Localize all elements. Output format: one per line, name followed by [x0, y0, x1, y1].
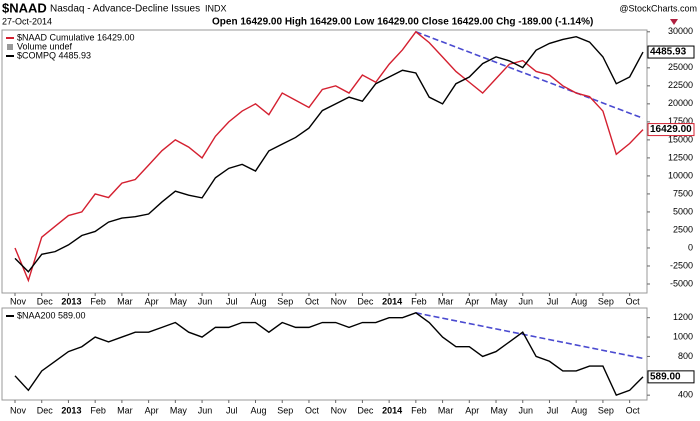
x-tick-label: Dec: [357, 296, 374, 306]
x-tick-label: Aug: [251, 296, 267, 306]
x-tick-label: Mar: [117, 405, 133, 415]
y-tick-label: 0: [688, 242, 693, 252]
last-value-box: [647, 370, 695, 384]
x-tick-label: Mar: [438, 296, 454, 306]
x-tick-label: Jul: [547, 405, 559, 415]
x-tick-label: 2014: [382, 405, 402, 415]
last-value-box: [647, 123, 695, 137]
x-tick-label: 2013: [61, 296, 81, 306]
legend-label: $NAAD Cumulative 16429.00: [17, 32, 135, 42]
trendline: [415, 31, 644, 120]
x-tick-label: Mar: [117, 296, 133, 306]
x-tick-label: Jun: [518, 405, 533, 415]
x-tick-label: Dec: [37, 405, 54, 415]
y-tick-label: 25000: [668, 62, 693, 72]
brand: @StockCharts.com: [619, 3, 697, 13]
series-line: [14, 35, 644, 273]
y-tick-label: 800: [678, 351, 693, 361]
y-tick-label: 2500: [673, 224, 693, 234]
x-tick-label: Oct: [305, 405, 320, 415]
x-tick-label: Apr: [465, 405, 479, 415]
x-tick-label: Apr: [465, 296, 479, 306]
series-line: [14, 30, 644, 283]
down-arrow: [670, 19, 678, 25]
date: 27-Oct-2014: [2, 16, 52, 26]
series-line: [14, 312, 644, 397]
trendline: [415, 312, 644, 360]
last-value-label: 4485.93: [650, 47, 687, 58]
x-tick-label: May: [170, 296, 188, 306]
last-value-box: [647, 45, 695, 59]
x-tick-label: May: [491, 405, 509, 415]
x-tick-label: Sep: [598, 296, 614, 306]
x-tick-label: Sep: [277, 296, 293, 306]
y-tick-label: 22500: [668, 80, 693, 90]
x-tick-label: Nov: [10, 296, 27, 306]
x-tick-label: Jun: [198, 296, 213, 306]
x-tick-label: Feb: [411, 405, 427, 415]
last-value-label: 589.00: [650, 371, 681, 382]
x-tick-label: Jun: [518, 296, 533, 306]
panel-frame: [1, 29, 648, 294]
y-tick-label: 12500: [668, 152, 693, 162]
panel-frame: [1, 307, 648, 401]
x-tick-label: Jul: [226, 296, 238, 306]
y-tick-label: 17500: [668, 116, 693, 126]
x-tick-label: Nov: [331, 405, 348, 415]
x-tick-label: Nov: [331, 296, 348, 306]
y-tick-label: 1000: [673, 331, 693, 341]
x-tick-label: Dec: [357, 405, 374, 415]
exchange: INDX: [205, 3, 227, 13]
x-tick-label: Apr: [145, 296, 159, 306]
x-tick-label: Feb: [90, 405, 106, 415]
y-tick-label: 30000: [668, 26, 693, 36]
x-tick-label: Apr: [145, 405, 159, 415]
symbol: $NAAD: [2, 0, 47, 15]
x-tick-label: Jul: [547, 296, 559, 306]
y-tick-label: 10000: [668, 170, 693, 180]
x-tick-label: 2013: [61, 405, 81, 415]
x-tick-label: Oct: [626, 296, 641, 306]
quote: Open 16429.00 High 16429.00 Low 16429.00…: [212, 17, 593, 28]
volume-icon: [7, 44, 13, 50]
x-tick-label: Sep: [598, 405, 614, 415]
y-tick-label: 5000: [673, 206, 693, 216]
x-tick-label: Dec: [37, 296, 54, 306]
y-tick-label: 15000: [668, 134, 693, 144]
y-tick-label: -2500: [670, 260, 693, 270]
x-tick-label: Jul: [226, 405, 238, 415]
x-tick-label: Aug: [571, 405, 587, 415]
x-tick-label: Nov: [10, 405, 27, 415]
x-tick-label: Sep: [277, 405, 293, 415]
x-tick-label: Aug: [251, 405, 267, 415]
legend-label: $NAA200 589.00: [17, 310, 86, 320]
x-tick-label: Mar: [438, 405, 454, 415]
x-tick-label: Feb: [90, 296, 106, 306]
x-tick-label: May: [491, 296, 509, 306]
y-tick-label: 20000: [668, 98, 693, 108]
x-tick-label: Jun: [198, 405, 213, 415]
x-tick-label: Oct: [305, 296, 320, 306]
legend-label: $COMPQ 4485.93: [17, 50, 91, 60]
y-tick-label: 1200: [673, 312, 693, 322]
y-tick-label: 400: [678, 390, 693, 400]
y-tick-label: 7500: [673, 188, 693, 198]
x-tick-label: Aug: [571, 296, 587, 306]
last-value-label: 16429.00: [650, 124, 692, 135]
x-tick-label: Oct: [626, 405, 641, 415]
index-name: Nasdaq - Advance-Decline Issues: [50, 4, 200, 15]
x-tick-label: May: [170, 405, 188, 415]
x-tick-label: 2014: [382, 296, 402, 306]
x-tick-label: Feb: [411, 296, 427, 306]
volume-note: Volume undef: [17, 41, 73, 51]
y-tick-label: -5000: [670, 278, 693, 288]
